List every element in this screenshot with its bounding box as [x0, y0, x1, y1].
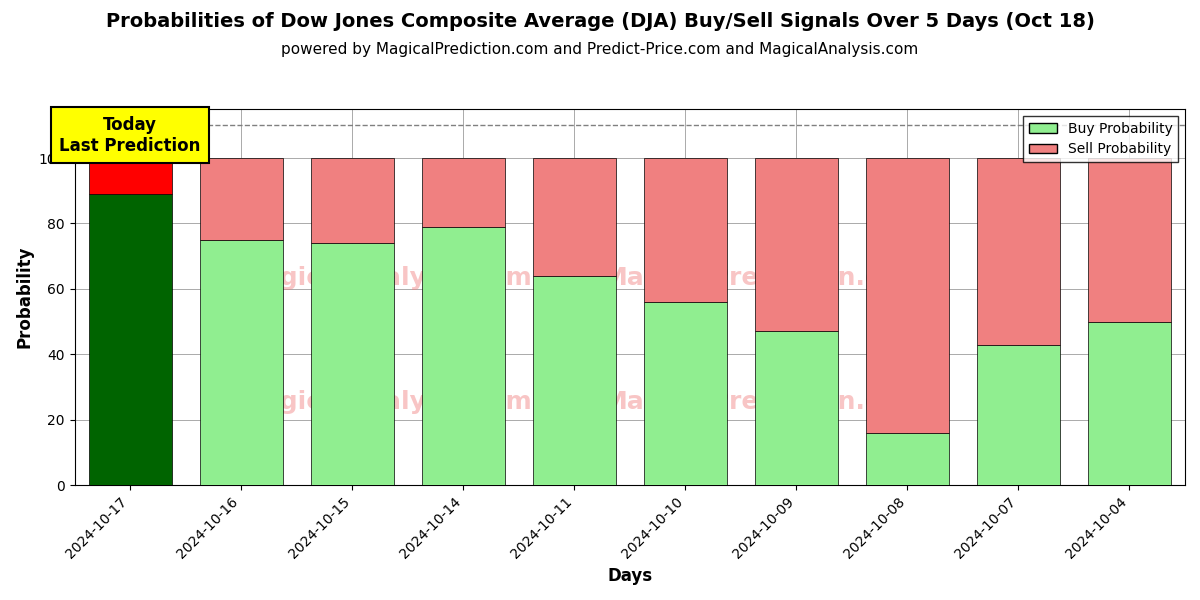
- Bar: [533, 276, 616, 485]
- Bar: [199, 240, 283, 485]
- Bar: [533, 158, 616, 276]
- Y-axis label: Probability: Probability: [16, 246, 34, 349]
- Text: powered by MagicalPrediction.com and Predict-Price.com and MagicalAnalysis.com: powered by MagicalPrediction.com and Pre…: [281, 42, 919, 57]
- Bar: [865, 433, 949, 485]
- Bar: [865, 158, 949, 433]
- Bar: [421, 158, 505, 227]
- Bar: [977, 158, 1060, 344]
- Legend: Buy Probability, Sell Probability: Buy Probability, Sell Probability: [1024, 116, 1178, 162]
- Bar: [311, 158, 394, 243]
- Text: MagicalAnalysis.com: MagicalAnalysis.com: [239, 266, 533, 290]
- X-axis label: Days: Days: [607, 567, 653, 585]
- Bar: [977, 344, 1060, 485]
- Bar: [421, 227, 505, 485]
- Bar: [199, 158, 283, 240]
- Text: MagicalPrediction.com: MagicalPrediction.com: [602, 391, 924, 415]
- Text: MagicalPrediction.com: MagicalPrediction.com: [602, 266, 924, 290]
- Bar: [1088, 158, 1171, 322]
- Text: Probabilities of Dow Jones Composite Average (DJA) Buy/Sell Signals Over 5 Days : Probabilities of Dow Jones Composite Ave…: [106, 12, 1094, 31]
- Text: MagicalAnalysis.com: MagicalAnalysis.com: [239, 391, 533, 415]
- Bar: [643, 158, 727, 302]
- Bar: [755, 331, 838, 485]
- Bar: [89, 158, 172, 194]
- Text: Today
Last Prediction: Today Last Prediction: [60, 116, 200, 155]
- Bar: [643, 302, 727, 485]
- Bar: [755, 158, 838, 331]
- Bar: [311, 243, 394, 485]
- Bar: [1088, 322, 1171, 485]
- Bar: [89, 194, 172, 485]
